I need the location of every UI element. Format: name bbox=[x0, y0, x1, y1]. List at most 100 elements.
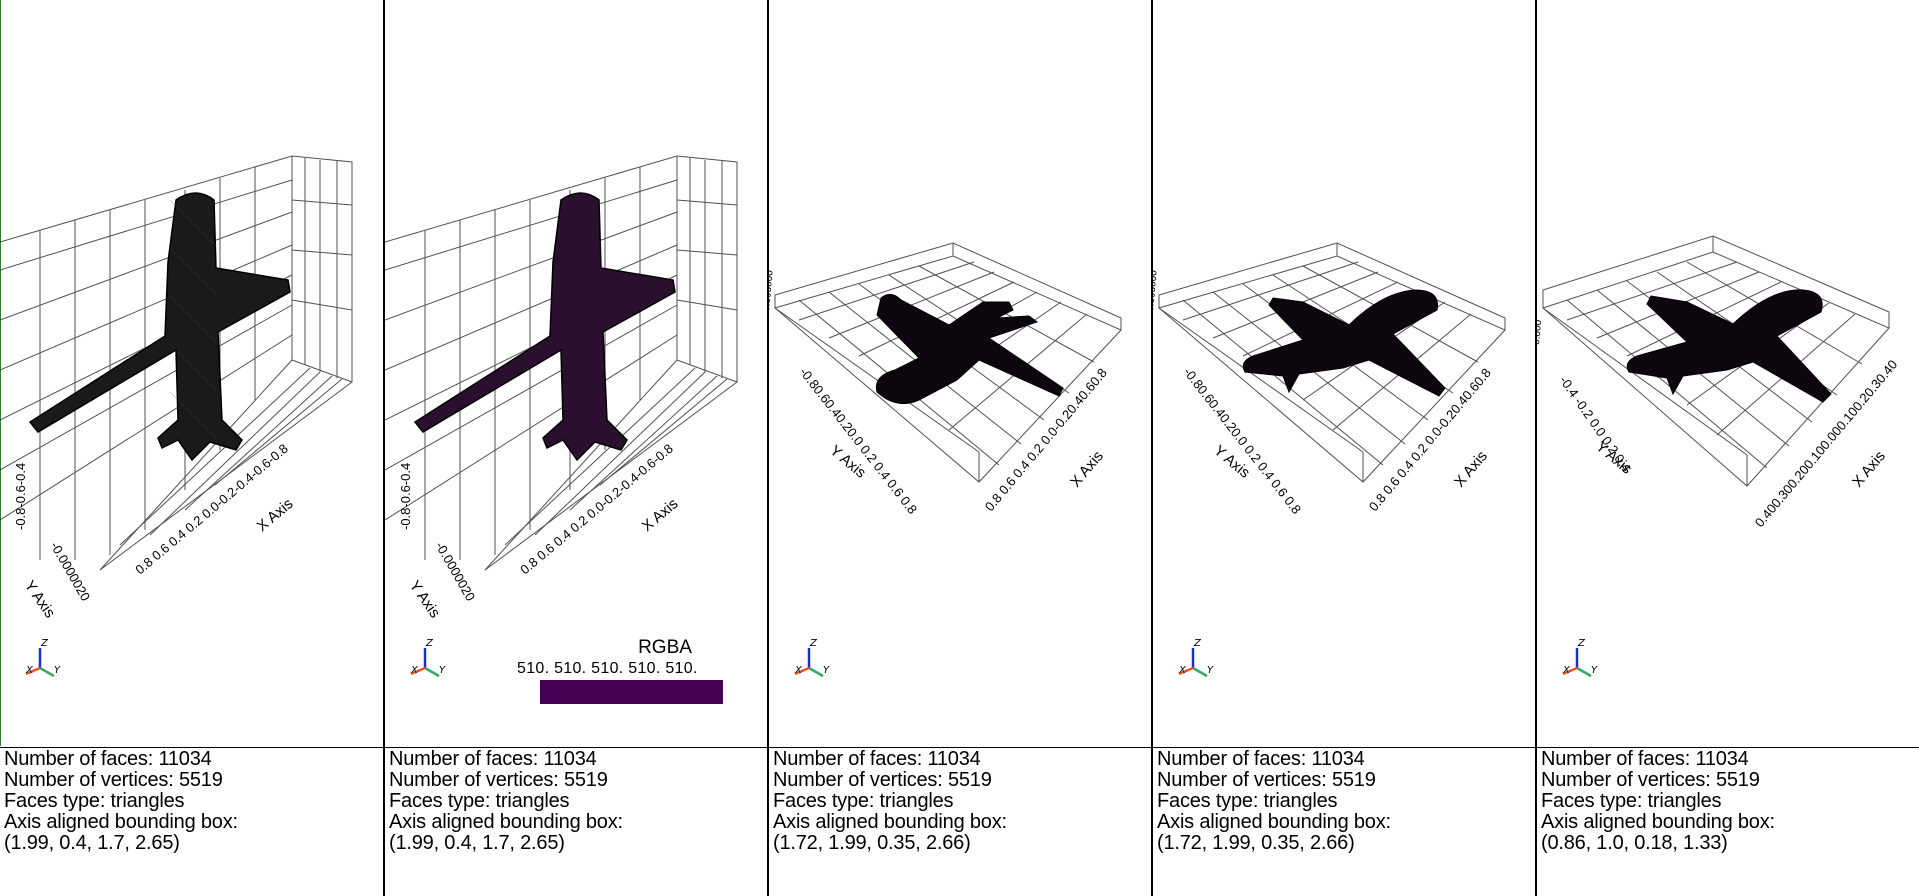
mesh-edge bbox=[201, 231, 209, 239]
subplot-3[interactable]: -0.80.60.40.20.0 0.2 0.4 0.6 0.8 Y Axis … bbox=[769, 0, 1151, 896]
viewport-edge bbox=[0, 0, 1, 746]
mesh-edge bbox=[193, 319, 201, 327]
x-tick-labels: 0.400.300.200.100.000.100.20.30.40 bbox=[1752, 357, 1901, 530]
mesh-edge bbox=[169, 199, 177, 207]
render-view[interactable]: -0.4 -0.2 0.0 0.2 0.4 Y Axis 0.400.300.2… bbox=[1537, 0, 1919, 746]
vertices-count: Number of vertices: 5519 bbox=[773, 769, 992, 791]
y-tick-labels: -0.8-0.6-0.4 bbox=[13, 463, 28, 530]
bbox-value: (1.99, 0.4, 1.7, 2.65) bbox=[389, 832, 565, 854]
faces-type: Faces type: triangles bbox=[1157, 790, 1338, 812]
z-tick-labels: 0.000000 bbox=[769, 269, 776, 312]
vertices-count: Number of vertices: 5519 bbox=[389, 769, 608, 791]
render-view[interactable]: 0.8 0.6 0.4 0.2 0.0-0.2-0.4-0.6-0.8 X Ax… bbox=[385, 0, 767, 746]
triad-x-label: X bbox=[410, 665, 419, 676]
airplane-shape bbox=[875, 294, 1064, 405]
vertices-count: Number of vertices: 5519 bbox=[4, 769, 223, 791]
axis-labels: -0.80.60.40.20.0 0.2 0.4 0.6 0.8 Y Axis … bbox=[1153, 269, 1494, 517]
mesh-edge bbox=[201, 423, 209, 431]
render-view[interactable]: -0.80.60.40.20.0 0.2 0.4 0.6 0.8 Y Axis … bbox=[1153, 0, 1535, 746]
faces-count: Number of faces: 11034 bbox=[773, 748, 981, 770]
mesh-edge bbox=[185, 359, 193, 367]
bbox-label: Axis aligned bounding box: bbox=[773, 811, 1007, 833]
y-axis-arrow bbox=[39, 666, 55, 678]
faces-count: Number of faces: 11034 bbox=[1541, 748, 1749, 770]
airplane-shape bbox=[413, 192, 676, 462]
airplane-shape bbox=[1242, 289, 1446, 397]
triad-z-label: Z bbox=[1577, 638, 1586, 649]
y-tick-labels: -0.80.60.40.20.0 0.2 0.4 0.6 0.8 bbox=[1181, 365, 1305, 517]
mesh-edge bbox=[201, 279, 209, 287]
faces-count: Number of faces: 11034 bbox=[389, 748, 597, 770]
z-tick-labels: -0.0000020 bbox=[47, 539, 93, 603]
triad-x-label: X bbox=[1178, 665, 1187, 676]
orientation-triad: Z Y X bbox=[794, 638, 830, 678]
mesh-wireframe bbox=[169, 199, 217, 439]
bbox-label: Axis aligned bounding box: bbox=[4, 811, 238, 833]
subplot-1[interactable]: 0.8 0.6 0.4 0.2 0.0-0.2-0.4-0.6-0.8 X Ax… bbox=[0, 0, 383, 896]
mesh-edge bbox=[209, 383, 217, 391]
bbox-label: Axis aligned bounding box: bbox=[1157, 811, 1391, 833]
y-axis-arrow bbox=[808, 666, 824, 678]
mesh-edge bbox=[169, 247, 177, 255]
triad-y-label: Y bbox=[1207, 665, 1214, 676]
vertices-count: Number of vertices: 5519 bbox=[1157, 769, 1376, 791]
bbox-label: Axis aligned bounding box: bbox=[389, 811, 623, 833]
subplot-divider bbox=[1151, 0, 1153, 896]
faces-type: Faces type: triangles bbox=[1541, 790, 1722, 812]
mesh-edge bbox=[177, 207, 185, 215]
scene-3d[interactable]: -0.80.60.40.20.0 0.2 0.4 0.6 0.8 Y Axis … bbox=[1153, 0, 1535, 746]
faces-type: Faces type: triangles bbox=[389, 790, 570, 812]
scene-3d[interactable]: -0.4 -0.2 0.0 0.2 0.4 Y Axis 0.400.300.2… bbox=[1537, 0, 1919, 746]
triad-x-label: X bbox=[25, 665, 34, 676]
mesh-edge bbox=[169, 391, 177, 399]
faces-type: Faces type: triangles bbox=[4, 790, 185, 812]
triad-z-label: Z bbox=[425, 638, 434, 649]
subplot-5[interactable]: -0.4 -0.2 0.0 0.2 0.4 Y Axis 0.400.300.2… bbox=[1537, 0, 1919, 896]
triad-y-label: Y bbox=[439, 665, 446, 676]
z-tick-labels: 0.000 bbox=[1537, 319, 1544, 345]
x-axis-title: X Axis bbox=[254, 495, 297, 535]
orientation-triad: Z Y X bbox=[25, 638, 61, 678]
mesh-edge bbox=[193, 367, 201, 375]
y-tick-labels: -0.8-0.6-0.4 bbox=[398, 463, 413, 530]
triad-y-label: Y bbox=[823, 665, 830, 676]
scene-3d[interactable]: 0.8 0.6 0.4 0.2 0.0-0.2-0.4-0.6-0.8 X Ax… bbox=[385, 0, 767, 746]
mesh-edge bbox=[193, 415, 201, 423]
mesh-edge bbox=[209, 431, 217, 439]
faces-count: Number of faces: 11034 bbox=[4, 748, 212, 770]
render-view[interactable]: 0.8 0.6 0.4 0.2 0.0-0.2-0.4-0.6-0.8 X Ax… bbox=[0, 0, 383, 746]
mesh-info-panel: Number of faces: 11034 Number of vertice… bbox=[1153, 747, 1535, 896]
subplot-4[interactable]: -0.80.60.40.20.0 0.2 0.4 0.6 0.8 Y Axis … bbox=[1153, 0, 1535, 896]
orientation-triad: Z Y X bbox=[1562, 638, 1598, 678]
z-tick-labels: 0.000000 bbox=[1153, 269, 1160, 312]
x-axis-arrow bbox=[794, 666, 810, 676]
mesh-edge bbox=[193, 223, 201, 231]
subplot-divider bbox=[767, 0, 769, 896]
scene-3d[interactable]: 0.8 0.6 0.4 0.2 0.0-0.2-0.4-0.6-0.8 X Ax… bbox=[0, 0, 383, 746]
mesh-edge bbox=[209, 287, 217, 295]
mesh-edge bbox=[169, 343, 177, 351]
triad-x-label: X bbox=[794, 665, 803, 676]
scene-3d[interactable]: -0.80.60.40.20.0 0.2 0.4 0.6 0.8 Y Axis … bbox=[769, 0, 1151, 746]
x-axis-title: X Axis bbox=[1849, 448, 1889, 491]
mesh-edge bbox=[201, 327, 209, 335]
x-axis-title: X Axis bbox=[639, 495, 682, 535]
y-axis-title: Y Axis bbox=[21, 578, 59, 622]
z-tick-labels: -0.0000020 bbox=[432, 539, 478, 603]
x-axis-arrow bbox=[1562, 666, 1578, 676]
render-view[interactable]: -0.80.60.40.20.0 0.2 0.4 0.6 0.8 Y Axis … bbox=[769, 0, 1151, 746]
mesh-info-panel: Number of faces: 11034 Number of vertice… bbox=[769, 747, 1151, 896]
y-axis-title: Y Axis bbox=[406, 578, 444, 622]
triad-z-label: Z bbox=[809, 638, 818, 649]
subplot-divider bbox=[383, 0, 385, 896]
triad-y-label: Y bbox=[54, 665, 61, 676]
subplot-divider bbox=[1535, 0, 1537, 896]
subplot-2[interactable]: 0.8 0.6 0.4 0.2 0.0-0.2-0.4-0.6-0.8 X Ax… bbox=[385, 0, 767, 896]
mesh-edge bbox=[185, 407, 193, 415]
mesh-info-panel: Number of faces: 11034 Number of vertice… bbox=[0, 747, 383, 896]
mesh-edge bbox=[209, 335, 217, 343]
airplane-mesh bbox=[28, 192, 291, 462]
airplane-shape bbox=[28, 192, 291, 462]
vertices-count: Number of vertices: 5519 bbox=[1541, 769, 1760, 791]
